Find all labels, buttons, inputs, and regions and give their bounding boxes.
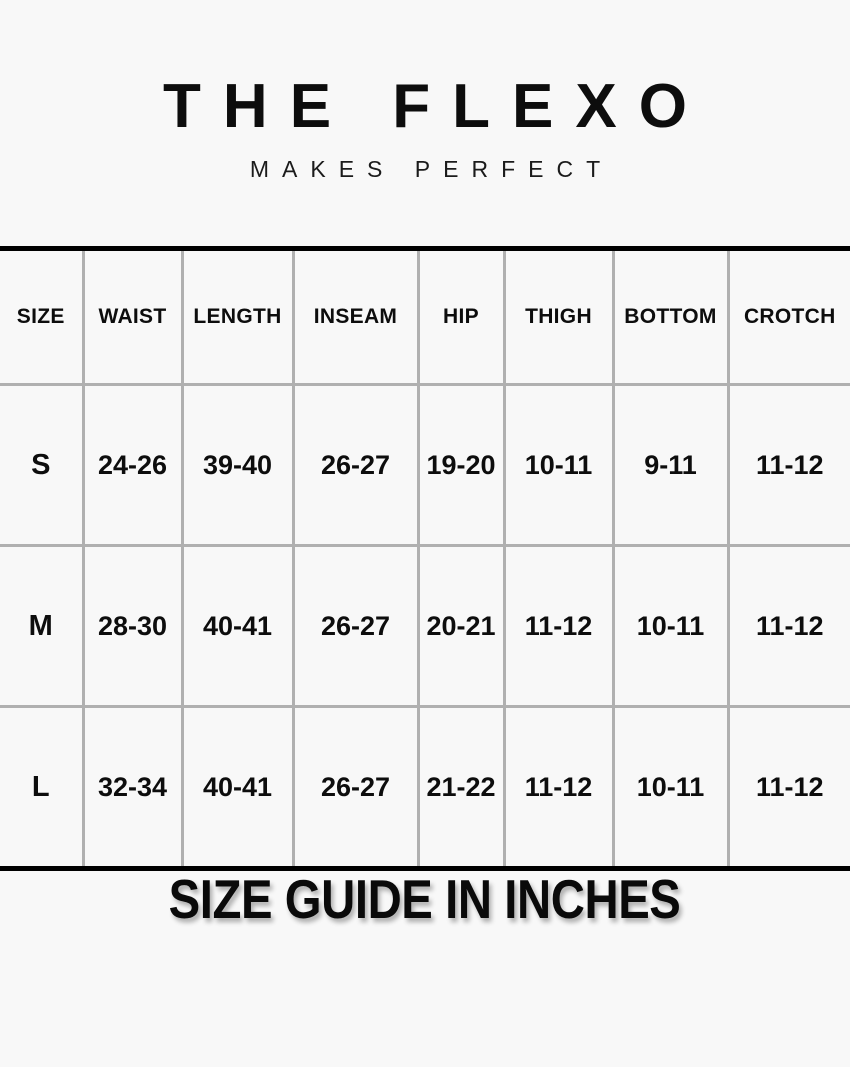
cell-size: L bbox=[31, 770, 50, 803]
size-table-container: SIZE WAIST LENGTH INSEAM HIP THIGH BOTTO… bbox=[0, 246, 850, 871]
table-row: L 32-34 40-41 26-27 21-22 11-12 10-11 11… bbox=[0, 706, 850, 866]
column-header-bottom: BOTTOM bbox=[611, 251, 728, 385]
size-table: SIZE WAIST LENGTH INSEAM HIP THIGH BOTTO… bbox=[0, 251, 850, 866]
cell-inseam: 26-27 bbox=[291, 545, 418, 707]
column-header-thigh: THIGH bbox=[502, 251, 613, 385]
table-header-row: SIZE WAIST LENGTH INSEAM HIP THIGH BOTTO… bbox=[0, 251, 850, 385]
brand-tagline: MAKES PERFECT bbox=[249, 156, 614, 182]
cell-thigh: 10-11 bbox=[502, 384, 613, 546]
cell-hip: 21-22 bbox=[416, 706, 504, 866]
cell-inseam: 26-27 bbox=[291, 384, 418, 546]
column-header-length: LENGTH bbox=[180, 251, 293, 385]
cell-crotch: 11-12 bbox=[726, 706, 850, 866]
column-header-waist: WAIST bbox=[81, 251, 182, 385]
column-header-inseam: INSEAM bbox=[291, 251, 418, 385]
cell-bottom: 9-11 bbox=[611, 384, 728, 546]
column-header-crotch: CROTCH bbox=[726, 251, 850, 385]
table-row: S 24-26 39-40 26-27 19-20 10-11 9-11 11-… bbox=[0, 384, 850, 546]
cell-length: 40-41 bbox=[180, 545, 293, 707]
cell-bottom: 10-11 bbox=[611, 706, 728, 866]
cell-waist: 32-34 bbox=[81, 706, 182, 866]
cell-crotch: 11-12 bbox=[726, 545, 850, 707]
cell-thigh: 11-12 bbox=[502, 706, 613, 866]
column-header-hip: HIP bbox=[416, 251, 504, 385]
cell-crotch: 11-12 bbox=[726, 384, 850, 546]
column-header-size: SIZE bbox=[16, 305, 65, 328]
cell-hip: 20-21 bbox=[416, 545, 504, 707]
brand-header: THE FLEXO MAKES PERFECT bbox=[0, 0, 850, 181]
cell-hip: 19-20 bbox=[416, 384, 504, 546]
cell-size: S bbox=[31, 448, 51, 481]
size-guide-caption: SIZE GUIDE IN INCHES bbox=[169, 868, 681, 930]
cell-length: 39-40 bbox=[180, 384, 293, 546]
table-row: M 28-30 40-41 26-27 20-21 11-12 10-11 11… bbox=[0, 545, 850, 707]
cell-inseam: 26-27 bbox=[291, 706, 418, 866]
brand-name: THE FLEXO bbox=[163, 72, 709, 141]
cell-waist: 28-30 bbox=[81, 545, 182, 707]
cell-thigh: 11-12 bbox=[502, 545, 613, 707]
caption-container: SIZE GUIDE IN INCHES bbox=[0, 872, 850, 927]
cell-bottom: 10-11 bbox=[611, 545, 728, 707]
cell-size: M bbox=[28, 609, 53, 642]
cell-length: 40-41 bbox=[180, 706, 293, 866]
cell-waist: 24-26 bbox=[81, 384, 182, 546]
